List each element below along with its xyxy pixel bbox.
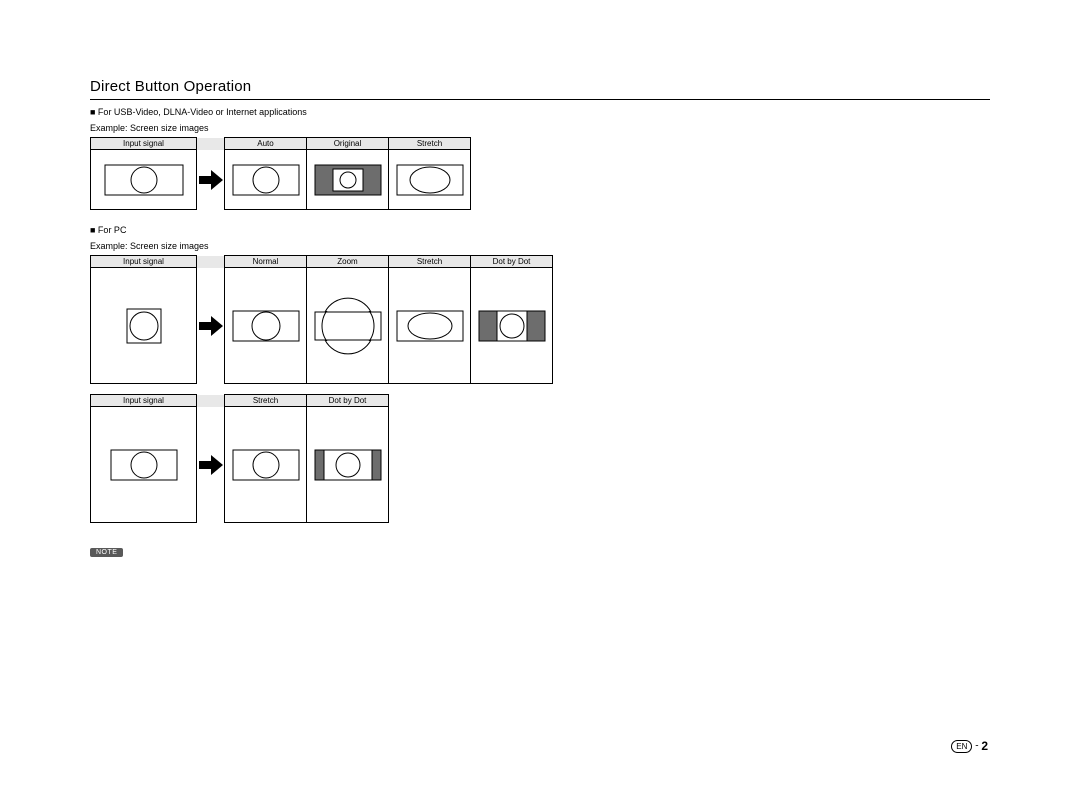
col-original: Original bbox=[307, 138, 389, 150]
section1-table: Input signal Auto Original Stretch bbox=[90, 137, 471, 210]
page-title: Direct Button Operation bbox=[90, 78, 990, 95]
arrow-cell bbox=[197, 150, 225, 210]
col-zoom: Zoom bbox=[307, 256, 389, 268]
circle-in-rect-icon bbox=[99, 441, 189, 489]
col-auto: Auto bbox=[225, 138, 307, 150]
circle-in-rect-icon bbox=[231, 302, 301, 350]
pillarbox-icon bbox=[477, 302, 547, 350]
col-input-signal: Input signal bbox=[91, 256, 197, 268]
input-signal-diagram bbox=[91, 150, 197, 210]
zoom-overscan-icon bbox=[313, 296, 383, 356]
col-dotbydot: Dot by Dot bbox=[471, 256, 553, 268]
arrow-right-icon bbox=[199, 170, 223, 190]
ellipse-in-rect-icon bbox=[395, 156, 465, 204]
col-normal: Normal bbox=[225, 256, 307, 268]
lang-badge: EN bbox=[951, 740, 972, 753]
input-signal-diagram bbox=[91, 268, 197, 384]
section2-table-row1: Input signal Normal Zoom Stretch Dot by … bbox=[90, 255, 553, 384]
auto-diagram bbox=[225, 150, 307, 210]
footer-sep: - bbox=[972, 741, 981, 752]
title-rule bbox=[90, 99, 990, 100]
section2-table-row2: Input signal Stretch Dot by Dot bbox=[90, 394, 389, 523]
original-diagram bbox=[307, 150, 389, 210]
dotbydot-diagram bbox=[307, 407, 389, 523]
stretch-diagram bbox=[389, 268, 471, 384]
col-stretch: Stretch bbox=[225, 395, 307, 407]
ellipse-in-rect-icon bbox=[395, 302, 465, 350]
section1-heading: ■ For USB-Video, DLNA-Video or Internet … bbox=[90, 106, 990, 120]
page-footer: EN - 2 bbox=[951, 739, 988, 753]
stretch-diagram bbox=[389, 150, 471, 210]
arrow-right-icon bbox=[199, 455, 223, 475]
dotbydot-diagram bbox=[471, 268, 553, 384]
section2-heading: ■ For PC bbox=[90, 224, 990, 238]
arrow-right-icon bbox=[199, 316, 223, 336]
zoom-diagram bbox=[307, 268, 389, 384]
circle-in-rect-icon bbox=[231, 441, 301, 489]
col-dotbydot: Dot by Dot bbox=[307, 395, 389, 407]
page-number: 2 bbox=[981, 739, 988, 753]
section2-example: Example: Screen size images bbox=[90, 240, 990, 254]
spacer bbox=[197, 138, 225, 150]
normal-diagram bbox=[225, 268, 307, 384]
square-circle-icon bbox=[99, 302, 189, 350]
col-stretch: Stretch bbox=[389, 256, 471, 268]
col-input-signal: Input signal bbox=[91, 138, 197, 150]
circle-in-rect-icon bbox=[231, 156, 301, 204]
note-badge: NOTE bbox=[90, 548, 123, 557]
input-signal-diagram bbox=[91, 407, 197, 523]
circle-in-rect-icon bbox=[99, 156, 189, 204]
pillarbox-wide-icon bbox=[313, 441, 383, 489]
spacer bbox=[197, 256, 225, 268]
col-stretch: Stretch bbox=[389, 138, 471, 150]
spacer bbox=[197, 395, 225, 407]
section1-example: Example: Screen size images bbox=[90, 122, 990, 136]
col-input-signal: Input signal bbox=[91, 395, 197, 407]
arrow-cell bbox=[197, 268, 225, 384]
pillarbox-icon bbox=[313, 156, 383, 204]
arrow-cell bbox=[197, 407, 225, 523]
stretch-diagram bbox=[225, 407, 307, 523]
